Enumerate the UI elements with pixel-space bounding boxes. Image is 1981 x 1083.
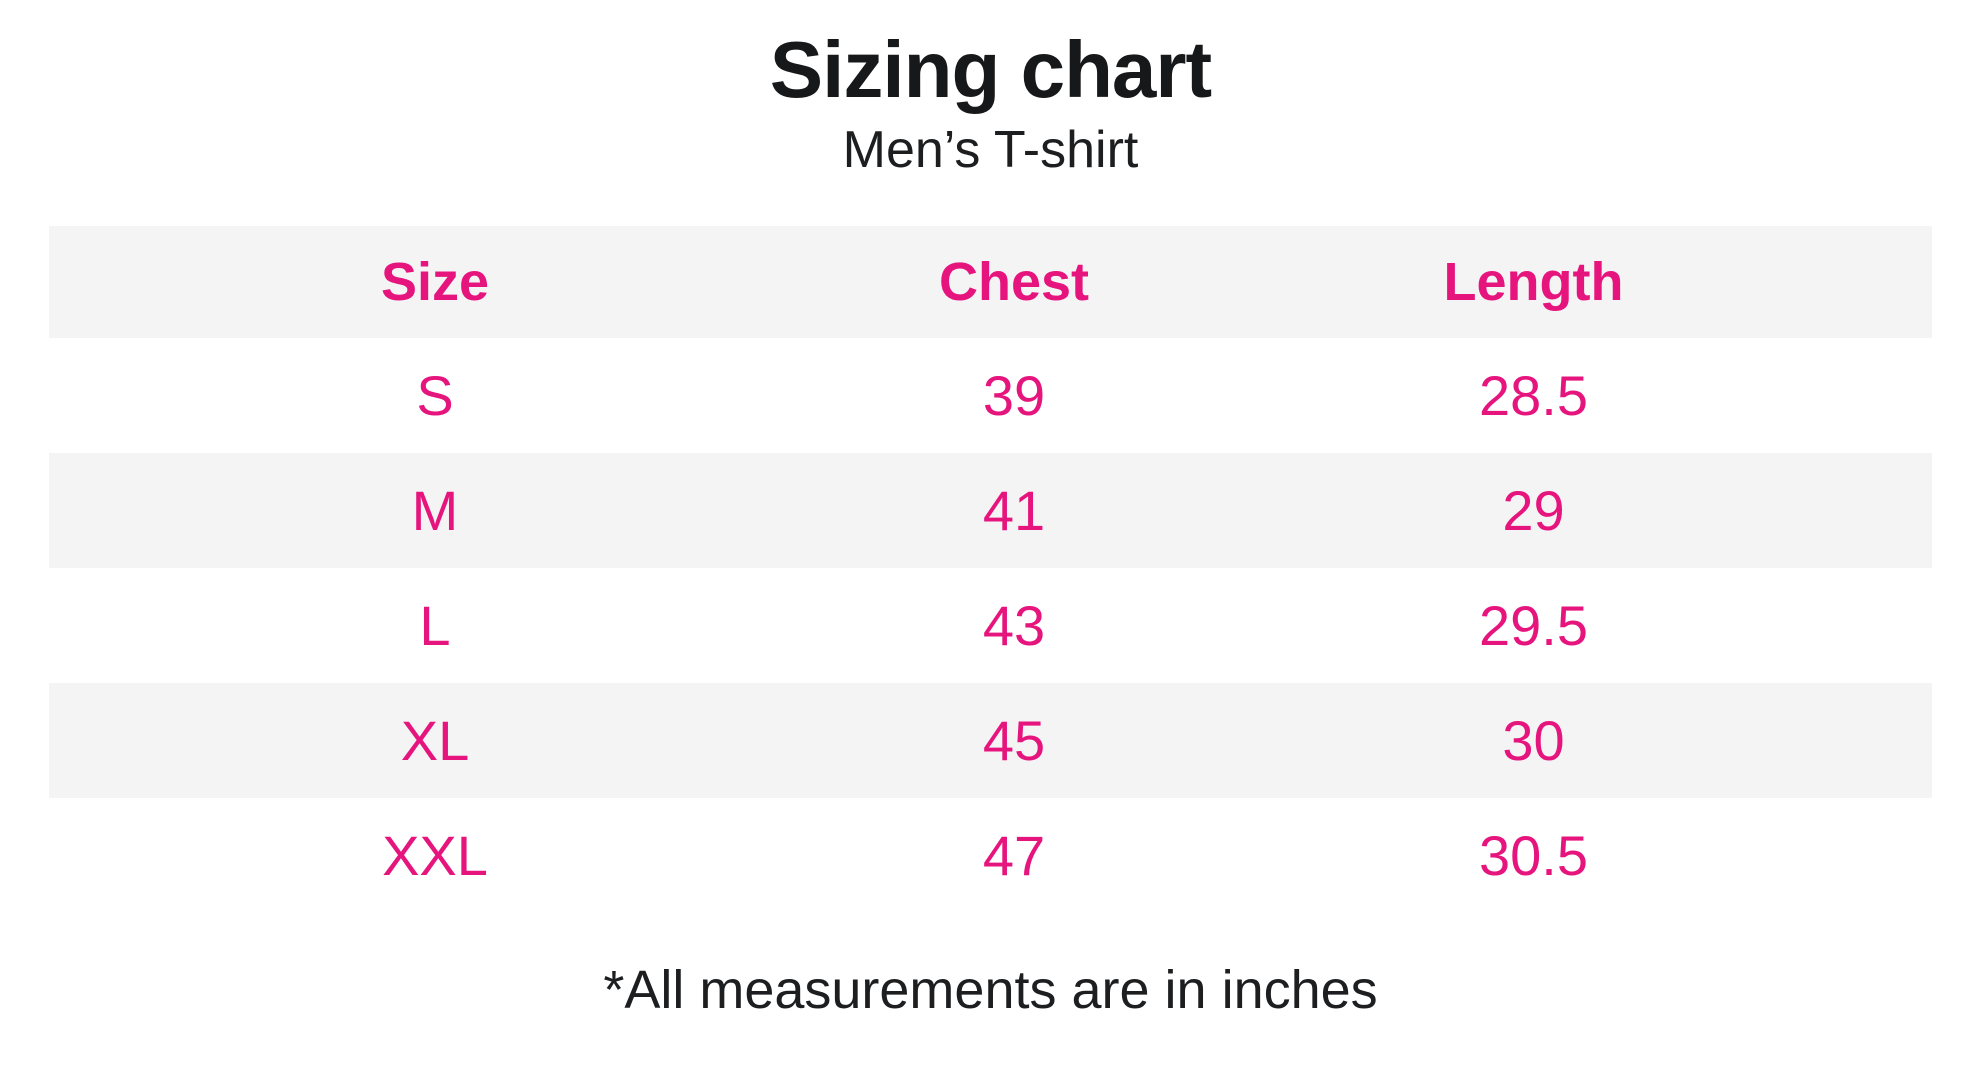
cell-size: XL [400, 709, 470, 772]
header-cell-chest: Chest [939, 252, 1090, 312]
cell-length: 30 [1502, 709, 1565, 772]
page-title: Sizing chart [769, 25, 1212, 114]
size-table: Size Chest Length S 39 28.5 M 41 29 L 43… [49, 226, 1932, 913]
cell-size: XXL [382, 824, 488, 887]
table-row-s: S 39 28.5 [49, 338, 1932, 453]
cell-length: 29 [1502, 479, 1565, 542]
table-row-xxl: XXL 47 30.5 [49, 798, 1932, 913]
header-cell-length: Length [1443, 252, 1624, 312]
cell-chest: 43 [982, 594, 1046, 657]
table-row-l: L 43 29.5 [49, 568, 1932, 683]
table-row-m: M 41 29 [49, 453, 1932, 568]
table-header-row: Size Chest Length [49, 226, 1932, 338]
table-body: S 39 28.5 M 41 29 L 43 29.5 XL 45 30 XXL [49, 338, 1932, 913]
cell-length: 28.5 [1478, 364, 1588, 427]
cell-size: S [416, 364, 454, 427]
cell-length: 29.5 [1478, 594, 1588, 657]
header-cell-size: Size [380, 252, 490, 312]
cell-length: 30.5 [1478, 824, 1588, 887]
cell-size: L [419, 594, 451, 657]
cell-chest: 39 [982, 364, 1046, 427]
cell-chest: 41 [982, 479, 1046, 542]
page-subtitle: Men’s T-shirt [842, 121, 1139, 179]
measurements-footnote: *All measurements are in inches [603, 960, 1378, 1020]
cell-chest: 47 [982, 824, 1046, 887]
table-row-xl: XL 45 30 [49, 683, 1932, 798]
cell-size: M [411, 479, 459, 542]
cell-chest: 45 [982, 709, 1046, 772]
